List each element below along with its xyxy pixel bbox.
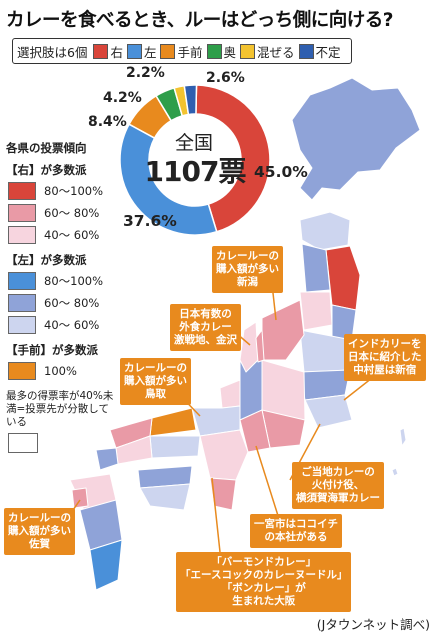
pie-hole xyxy=(149,114,241,206)
choice-label: 不定 xyxy=(315,44,341,60)
legend-group-heading: 【右】が多数派 xyxy=(6,163,87,177)
legend-row-label: 60〜 80% xyxy=(44,296,100,310)
legend-row: 40〜 60% xyxy=(8,224,116,246)
choice-right: 右 xyxy=(93,42,123,61)
legend-row: 80〜100% xyxy=(8,180,116,202)
legend-note: 最多の得票率が40%未満=投票先が分散している xyxy=(6,390,114,428)
map-kinki-south xyxy=(209,477,237,511)
map-aomori xyxy=(299,211,351,251)
choice-left: 左 xyxy=(126,42,157,61)
map-kinki-north xyxy=(191,405,241,437)
slice-label-left: 37.6% xyxy=(123,212,177,230)
callout-text: 日本有数の 外食カレー 激戦地、金沢 xyxy=(174,308,237,346)
callout-text: インドカリーを 日本に紹介した 中村屋は新宿 xyxy=(348,338,422,376)
map-shikoku-south xyxy=(139,483,191,511)
legend-swatch xyxy=(8,204,36,222)
choice-swatch xyxy=(298,43,314,59)
legend-title: 各県の投票傾向 xyxy=(6,141,87,155)
map-kyushu-south xyxy=(89,539,123,591)
legend-swatch xyxy=(8,294,36,312)
slice-label-front: 8.4% xyxy=(88,114,127,130)
callout-tottori: カレールーの 購入額が多い 鳥取 xyxy=(120,358,191,405)
choice-label: 混ぜる xyxy=(257,44,295,60)
map-hokkaido xyxy=(291,77,421,201)
choice-label: 左 xyxy=(143,44,157,60)
callout-text: 一宮市はココイチ の本社がある xyxy=(254,518,338,543)
map-yamaguchi xyxy=(95,447,119,471)
choice-label: 奥 xyxy=(223,44,237,60)
legend-swatch xyxy=(8,182,36,200)
map-akita xyxy=(301,243,331,293)
map-toyama xyxy=(255,329,265,363)
callout-ichinomiya: 一宮市はココイチ の本社がある xyxy=(250,514,342,548)
callout-shinjuku: インドカリーを 日本に紹介した 中村屋は新宿 xyxy=(344,334,426,381)
callout-text: 「バーモンドカレー」 「エースコックのカレーヌードル」 「ボンカレー」が 生まれ… xyxy=(180,556,348,607)
legend-row-label: 80〜100% xyxy=(44,274,104,288)
legend-row-label: 60〜 80% xyxy=(44,206,100,220)
legend-row: 100% xyxy=(8,360,116,382)
legend-row: 60〜 80% xyxy=(8,292,116,314)
slice-label-undecided: 2.6% xyxy=(206,70,245,86)
map-kinki-central xyxy=(199,429,249,481)
map-kanto-south xyxy=(304,394,353,429)
choice-mix: 混ぜる xyxy=(240,42,295,61)
choice-label: 右 xyxy=(110,44,123,60)
legend-row: 80〜100% xyxy=(8,270,116,292)
callout-niigata: カレールーの 購入額が多い 新潟 xyxy=(212,246,283,293)
legend-group-heading: 【手前】が多数派 xyxy=(6,343,98,357)
legend-row-label: 40〜 60% xyxy=(44,228,100,242)
choice-swatch xyxy=(206,43,222,59)
choice-back: 奥 xyxy=(206,42,237,61)
choices-legend: 選択肢は6個 右 左 手前 奥 混ぜる 不定 xyxy=(12,38,352,64)
callout-yokosuka: ご当地カレーの 火付け役、 横須賀海軍カレー xyxy=(292,462,384,509)
pie-total-label: 1107票 xyxy=(144,155,247,188)
choice-swatch xyxy=(160,43,176,59)
slice-label-right: 45.0% xyxy=(254,163,308,181)
choice-swatch xyxy=(240,43,256,59)
callout-text: カレールーの 購入額が多い 新潟 xyxy=(216,250,279,288)
legend-row-label: 80〜100% xyxy=(44,184,104,198)
map-aichi xyxy=(239,409,271,453)
legend-row-label: 40〜 60% xyxy=(44,318,100,332)
slice-label-back: 4.2% xyxy=(103,90,142,106)
legend-swatch xyxy=(8,226,36,244)
legend-group-heading: 【左】が多数派 xyxy=(6,253,87,267)
map-saga xyxy=(71,487,89,509)
pie-slice-right xyxy=(195,84,271,233)
choice-undecided: 不定 xyxy=(298,42,341,61)
legend-row: 40〜 60% xyxy=(8,314,116,336)
callout-text: カレールーの 購入額が多い 佐賀 xyxy=(8,512,71,550)
map-ishikawa xyxy=(239,321,259,373)
map-iwate xyxy=(325,245,361,311)
map-izu-islands xyxy=(391,427,407,477)
legend-row-label: 100% xyxy=(44,364,77,378)
choice-label: 手前 xyxy=(177,44,203,60)
slice-label-mix: 2.2% xyxy=(126,65,165,81)
legend-note-swatch xyxy=(8,433,38,453)
callout-saga: カレールーの 購入額が多い 佐賀 xyxy=(4,508,75,555)
legend-row: 60〜 80% xyxy=(8,202,116,224)
callout-text: ご当地カレーの 火付け役、 横須賀海軍カレー xyxy=(296,466,380,504)
legend-swatch xyxy=(8,316,36,334)
legend-swatch xyxy=(8,362,36,380)
source-note: (Jタウンネット調べ) xyxy=(316,617,430,632)
map-legend: 各県の投票傾向 【右】が多数派 80〜100% 60〜 80% 40〜 60% … xyxy=(6,140,116,453)
choice-swatch xyxy=(126,43,142,59)
callout-text: カレールーの 購入額が多い 鳥取 xyxy=(124,362,187,400)
callout-osaka: 「バーモンドカレー」 「エースコックのカレーヌードル」 「ボンカレー」が 生まれ… xyxy=(176,552,352,612)
choices-label: 選択肢は6個 xyxy=(17,44,88,60)
choice-swatch xyxy=(93,43,109,59)
callout-kanazawa: 日本有数の 外食カレー 激戦地、金沢 xyxy=(170,304,241,351)
page-title: カレーを食べるとき、ルーはどっち側に向ける? xyxy=(6,10,393,31)
legend-swatch xyxy=(8,272,36,290)
choice-front: 手前 xyxy=(160,42,203,61)
pie-center-label: 全国 xyxy=(174,132,213,154)
